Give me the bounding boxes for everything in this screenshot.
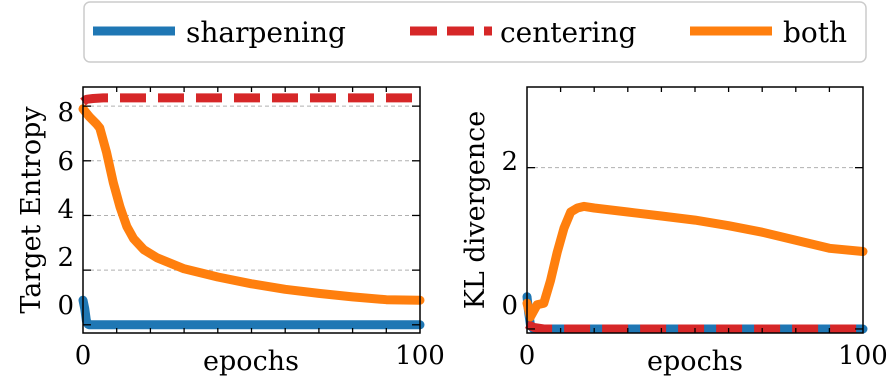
left-ytick-label-6: 6 [57, 147, 74, 177]
left-series-line-centering [80, 93, 420, 106]
left-xtick-label-0: 0 [75, 341, 92, 371]
right-ylabel: KL divergence [460, 111, 491, 310]
legend: sharpening centering both [83, 1, 867, 63]
legend-label-centering: centering [500, 16, 636, 49]
left-ytick-label-8: 8 [57, 98, 74, 128]
left-series [78, 93, 425, 330]
legend-label-both: both [783, 16, 847, 49]
left-plot-frame [82, 86, 421, 334]
left-series-line-both [78, 104, 425, 305]
legend-frame [83, 1, 867, 63]
left-ylabel: Target Entropy [16, 106, 47, 314]
right-series-line-sharpening [522, 292, 868, 334]
left-ytick-label-4: 4 [57, 195, 74, 225]
right-ticks [527, 87, 863, 333]
right-ytick-label-2: 2 [501, 147, 518, 177]
right-series-line-centering [525, 320, 863, 334]
left-grid [83, 105, 420, 326]
left-ytick-label-0: 0 [57, 291, 74, 321]
right-xtick-label-0: 0 [519, 341, 536, 371]
right-plot-frame [526, 86, 864, 334]
left-series-line-sharpening [78, 295, 425, 330]
chart-right: 0 2 0 100 epochs KL divergence [460, 86, 888, 377]
left-ticks [83, 87, 420, 333]
right-xlabel: epochs [647, 346, 743, 377]
right-series-line-both [522, 201, 868, 322]
left-xlabel: epochs [203, 346, 299, 377]
right-xtick-label-100: 100 [838, 341, 888, 371]
legend-label-sharpening: sharpening [186, 16, 346, 49]
right-ytick-label-0: 0 [501, 291, 518, 321]
left-ytick-label-2: 2 [57, 243, 74, 273]
left-xtick-label-100: 100 [395, 341, 445, 371]
chart-left: 0 2 4 6 8 0 100 epochs Target Entropy [16, 86, 445, 377]
right-series [522, 201, 868, 334]
